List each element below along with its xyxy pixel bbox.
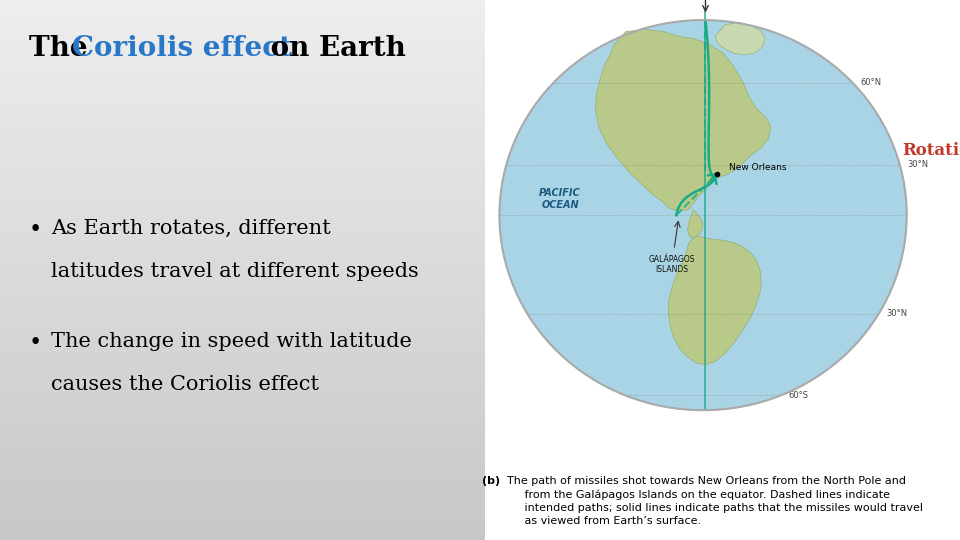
Text: on Earth: on Earth	[261, 35, 406, 62]
Text: PACIFIC
OCEAN: PACIFIC OCEAN	[540, 188, 581, 210]
Text: The change in speed with latitude: The change in speed with latitude	[51, 332, 412, 351]
Circle shape	[499, 20, 906, 410]
Text: latitudes travel at different speeds: latitudes travel at different speeds	[51, 262, 419, 281]
Text: 60°S: 60°S	[788, 391, 808, 400]
Text: Coriolis effect: Coriolis effect	[72, 35, 292, 62]
Polygon shape	[668, 236, 761, 364]
Text: GALÁPAGOS
ISLANDS: GALÁPAGOS ISLANDS	[648, 254, 695, 274]
Text: The: The	[29, 35, 97, 62]
Text: Rotation: Rotation	[901, 143, 960, 159]
Text: 30°N: 30°N	[907, 160, 928, 170]
Text: causes the Coriolis effect: causes the Coriolis effect	[51, 375, 319, 394]
Text: 30°N: 30°N	[886, 309, 907, 318]
Text: As Earth rotates, different: As Earth rotates, different	[51, 219, 330, 238]
Text: 60°N: 60°N	[860, 78, 881, 87]
Polygon shape	[595, 29, 771, 212]
Text: •: •	[29, 332, 42, 354]
Text: •: •	[29, 219, 42, 241]
Polygon shape	[715, 22, 765, 55]
Polygon shape	[687, 210, 703, 238]
Text: The path of missiles shot towards New Orleans from the North Pole and
     from : The path of missiles shot towards New Or…	[507, 476, 923, 526]
Text: (b): (b)	[483, 476, 500, 486]
Text: New Orleans: New Orleans	[729, 163, 786, 172]
